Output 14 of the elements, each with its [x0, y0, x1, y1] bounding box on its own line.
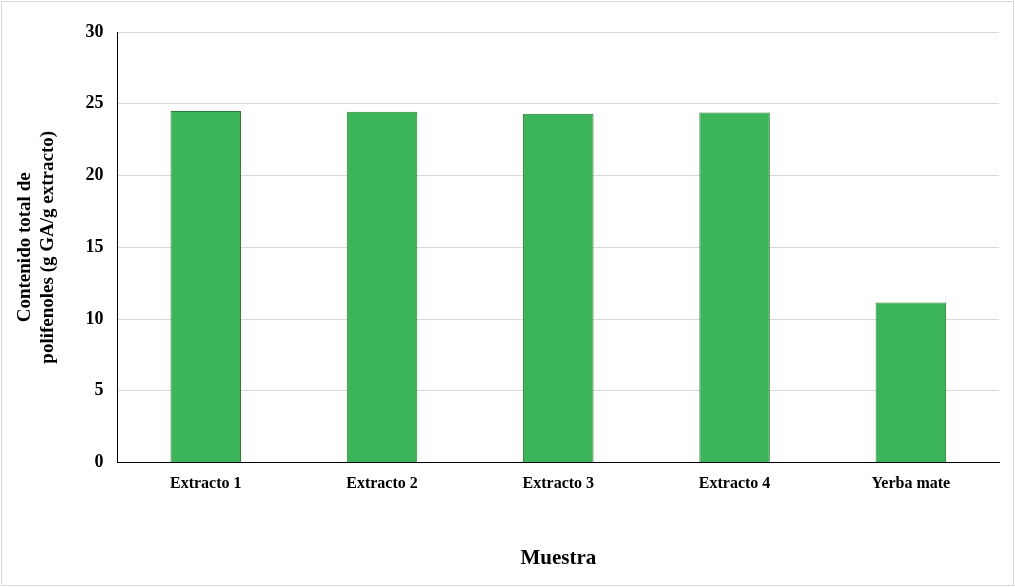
y-tick-label: 20 — [85, 164, 104, 185]
x-tick-label: Extracto 1 — [169, 474, 242, 492]
y-tick-label: 5 — [94, 379, 104, 400]
y-tick-label: 0 — [94, 451, 104, 472]
y-tick-label: 30 — [85, 20, 104, 41]
x-axis-title: Muestra — [520, 544, 597, 569]
y-axis-title: Contenido total de polifenoles (g GA/g extracto) — [13, 130, 59, 364]
x-tick-label: Extracto 3 — [522, 474, 595, 492]
x-tick-label: Extracto 4 — [698, 474, 771, 492]
x-tick-label: Yerba mate — [871, 474, 951, 492]
x-tick-label: Extracto 2 — [346, 474, 418, 492]
y-tick-label: 15 — [85, 235, 104, 256]
y-tick-label: 10 — [85, 307, 104, 328]
y-tick-label: 25 — [85, 92, 104, 113]
